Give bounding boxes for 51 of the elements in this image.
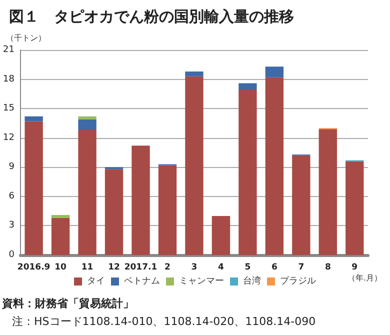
bar xyxy=(318,129,337,255)
bar xyxy=(132,146,150,255)
chart-title: 図１ タピオカでん粉の国別輸入量の推移 xyxy=(9,8,294,26)
bar xyxy=(78,116,96,120)
y-tick-label: 6 xyxy=(8,191,15,202)
text: 資料：財務省「貿易統計」 xyxy=(1,297,134,310)
y-axis-title: （千トン） xyxy=(6,34,46,42)
y-tick-label: 3 xyxy=(8,220,14,231)
x-tick-label: 2017.1 xyxy=(124,262,158,272)
legend-label: 台湾 xyxy=(243,276,261,286)
bar xyxy=(24,121,43,255)
x-axis-title: （年.月） xyxy=(347,274,382,282)
y-tick-label: 12 xyxy=(3,132,14,143)
bar xyxy=(51,214,70,218)
x-tick-label: 6 xyxy=(271,262,278,272)
legend-label: ベトナム xyxy=(124,276,160,286)
legend-label: ミャンマー xyxy=(179,276,224,286)
y-tick-label: 15 xyxy=(3,104,14,114)
bar xyxy=(292,155,310,255)
legend-label: タイ xyxy=(87,276,105,286)
bar xyxy=(24,116,43,122)
x-tick-label: 2016.9 xyxy=(17,262,50,272)
y-tick-label: 18 xyxy=(3,74,15,84)
bar xyxy=(212,216,230,255)
bar xyxy=(265,77,284,255)
x-tick-label: 4 xyxy=(218,262,224,272)
y-tick-label: 21 xyxy=(3,45,14,55)
x-tick-label: 3 xyxy=(191,262,198,272)
x-tick-label: 12 xyxy=(108,262,120,272)
bar xyxy=(238,83,257,90)
x-tick-label: 7 xyxy=(298,262,304,272)
legend-label: ブラジル xyxy=(280,276,316,286)
bar xyxy=(158,165,177,255)
x-tick-label: 8 xyxy=(324,262,331,272)
bar xyxy=(51,218,70,255)
bar xyxy=(265,66,284,78)
bar xyxy=(346,161,364,255)
y-tick-label: 9 xyxy=(8,162,15,172)
x-tick-label: 10 xyxy=(54,262,67,272)
bar xyxy=(104,169,124,255)
bar xyxy=(185,71,204,76)
x-tick-label: 5 xyxy=(244,262,251,272)
x-tick-label: 11 xyxy=(81,262,94,272)
bar xyxy=(185,76,204,255)
bar xyxy=(78,119,96,130)
bar xyxy=(78,130,96,255)
x-tick-label: 9 xyxy=(352,262,358,272)
y-tick-label: 0 xyxy=(8,250,15,260)
x-tick-label: 2 xyxy=(164,262,171,272)
text: 注：HSコード1108.14-010、1108.14-020、1108.14-090 xyxy=(12,315,316,328)
bar xyxy=(238,90,257,255)
